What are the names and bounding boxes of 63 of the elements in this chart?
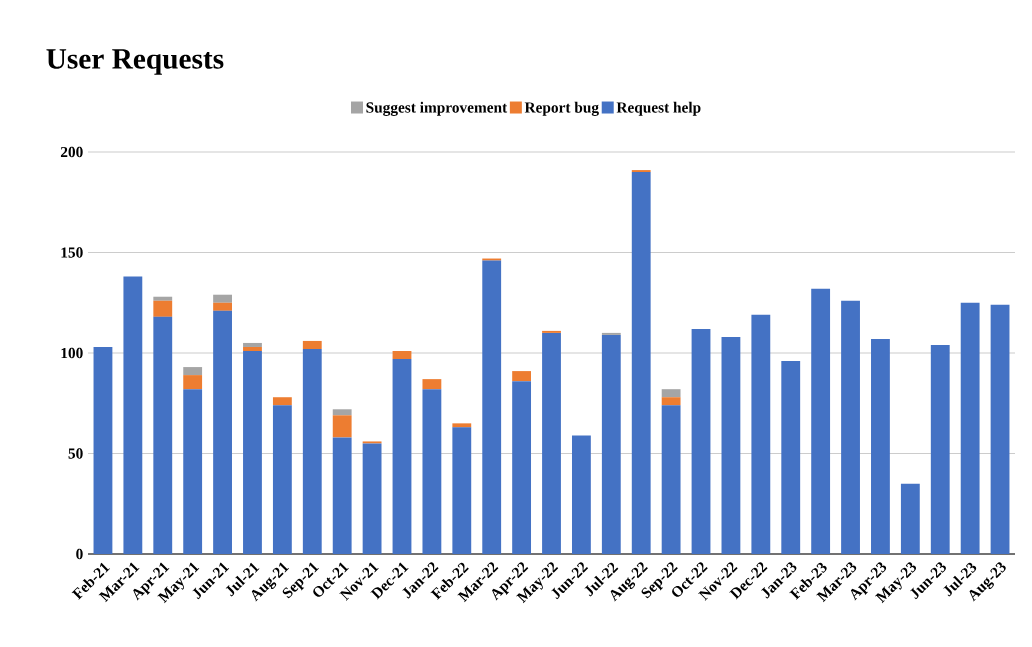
chart-title: User Requests — [46, 49, 224, 75]
bar — [272, 405, 292, 554]
bar — [631, 172, 651, 554]
legend-label: Report bug — [524, 101, 599, 116]
y-tick-label: 100 — [61, 347, 83, 359]
bar — [601, 332, 621, 335]
bar — [302, 348, 322, 554]
bar — [392, 359, 412, 554]
bar — [781, 361, 801, 554]
bar — [183, 367, 203, 376]
bar — [542, 330, 561, 333]
bar — [452, 427, 472, 554]
bar — [362, 441, 382, 444]
y-tick-label: 150 — [61, 247, 83, 258]
bar — [302, 340, 322, 349]
bar — [900, 483, 920, 554]
bar — [751, 314, 771, 554]
bar — [482, 258, 502, 261]
bar — [841, 300, 860, 554]
bar — [243, 350, 262, 554]
bar — [871, 338, 890, 554]
bar — [482, 260, 502, 554]
bar — [661, 397, 681, 406]
bar — [691, 328, 711, 554]
bar — [123, 276, 143, 554]
bar — [213, 302, 232, 311]
bar — [512, 371, 532, 382]
bar — [213, 294, 232, 303]
bar — [153, 296, 173, 301]
bar — [332, 415, 352, 438]
legend-label: Suggest improvement — [366, 101, 508, 116]
bar — [601, 334, 621, 554]
y-tick-label: 200 — [60, 146, 83, 158]
bar — [811, 288, 831, 554]
y-tick-label: 50 — [68, 448, 83, 459]
bar — [512, 381, 532, 554]
bar — [183, 375, 203, 390]
bar — [392, 350, 412, 360]
bar — [721, 336, 741, 554]
bar — [422, 389, 442, 554]
bar — [452, 423, 472, 428]
bar — [422, 379, 442, 390]
bar — [542, 332, 561, 554]
bar — [661, 405, 681, 554]
bar — [571, 435, 591, 554]
bar — [332, 409, 352, 416]
legend-label: Request help — [616, 101, 701, 116]
bar — [243, 342, 262, 347]
bar — [153, 316, 173, 554]
bar — [243, 346, 262, 351]
bar — [213, 310, 232, 554]
bar — [362, 443, 382, 554]
bar — [272, 397, 292, 406]
bar — [332, 437, 352, 554]
bar — [93, 346, 113, 554]
y-tick-label: 0 — [76, 548, 83, 560]
bar — [960, 302, 980, 554]
bar — [631, 170, 651, 173]
bar — [930, 344, 950, 554]
bar — [153, 300, 173, 317]
bar — [183, 389, 203, 554]
bar — [661, 389, 681, 398]
bar — [990, 304, 1010, 554]
